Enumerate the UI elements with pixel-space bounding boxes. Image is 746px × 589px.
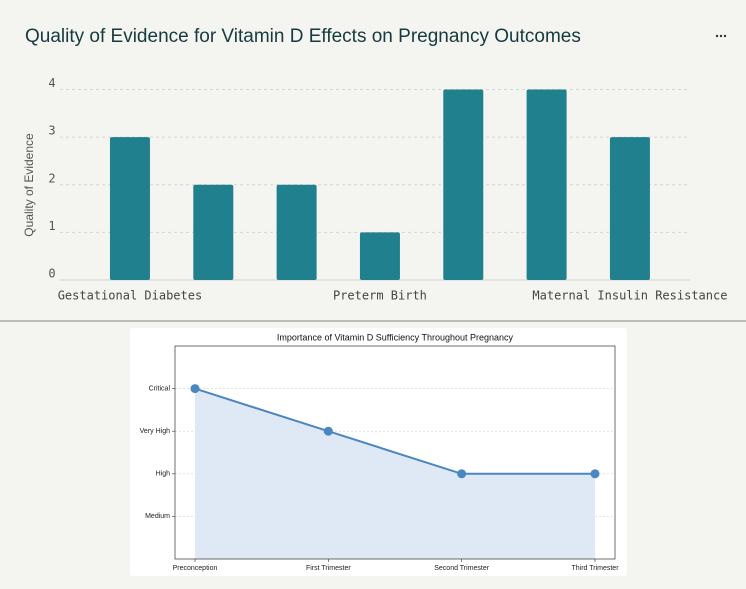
bar xyxy=(609,137,650,280)
x-tick-label: Preterm Birth xyxy=(333,289,427,303)
y-axis-label: Quality of Evidence xyxy=(22,133,36,237)
x-tick-label: Second Trimester xyxy=(434,565,490,572)
y-tick-label: 2 xyxy=(48,171,55,185)
line xyxy=(194,387,595,475)
y-tick-label: High xyxy=(156,471,171,478)
x-tick-label: Third Trimester xyxy=(571,565,619,572)
point xyxy=(590,469,600,479)
bar xyxy=(109,137,150,280)
point xyxy=(457,469,467,479)
point xyxy=(190,384,200,394)
bar xyxy=(193,184,234,280)
y-tick-label: Critical xyxy=(149,385,171,392)
bar xyxy=(526,89,567,281)
plot-frame xyxy=(174,345,616,560)
chart-title: Importance of Vitamin D Sufficiency Thro… xyxy=(277,332,514,342)
menu-button[interactable] xyxy=(715,34,727,38)
bar xyxy=(276,184,317,280)
area xyxy=(195,388,595,559)
x-tick-label: Preconception xyxy=(173,565,218,572)
x-tick-label: Maternal Insulin Resistance xyxy=(532,289,727,303)
x-tick-label: Gestational Diabetes xyxy=(58,289,203,303)
y-tick-label: 4 xyxy=(48,76,55,90)
x-tick-label: First Trimester xyxy=(306,565,351,572)
bar xyxy=(443,89,484,281)
bar xyxy=(359,232,400,280)
chart-title: Quality of Evidence for Vitamin D Effect… xyxy=(25,26,581,47)
point xyxy=(323,426,333,436)
y-tick-label: Very High xyxy=(140,428,170,435)
y-tick-label: 1 xyxy=(48,219,55,233)
y-tick-label: 3 xyxy=(48,124,55,138)
y-tick-label: Medium xyxy=(145,513,170,520)
y-tick-label: 0 xyxy=(48,267,55,281)
